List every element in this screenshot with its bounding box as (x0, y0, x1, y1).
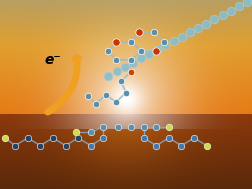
Point (172, 39, 176, 42)
Point (162, 40, 166, 43)
Point (142, 136, 146, 139)
Point (220, 13, 225, 16)
Point (76, 136, 80, 139)
Point (86, 95, 90, 98)
Point (104, 93, 108, 96)
Point (116, 125, 120, 128)
Point (137, 31, 141, 34)
Point (124, 91, 128, 94)
Point (155, 48, 159, 51)
Point (131, 61, 135, 64)
Text: e⁻: e⁻ (45, 53, 61, 67)
Point (229, 9, 233, 12)
Point (237, 5, 241, 8)
Point (167, 136, 171, 139)
Point (64, 144, 68, 147)
Point (154, 50, 158, 53)
Point (192, 136, 196, 139)
Point (119, 80, 123, 83)
Point (89, 144, 93, 147)
Point (123, 65, 127, 68)
Point (204, 22, 208, 25)
Point (139, 57, 143, 60)
Point (129, 125, 133, 128)
Point (114, 40, 118, 43)
Point (154, 144, 158, 147)
Point (101, 136, 105, 139)
Point (179, 144, 183, 147)
Point (38, 144, 42, 147)
Point (129, 70, 133, 73)
Point (139, 50, 143, 53)
Point (129, 59, 133, 62)
Point (188, 31, 192, 34)
Point (167, 125, 171, 128)
Point (101, 125, 105, 128)
Point (114, 70, 118, 73)
Point (106, 74, 110, 77)
Point (152, 31, 156, 34)
Point (114, 101, 118, 104)
Point (212, 18, 216, 21)
Point (196, 26, 200, 29)
Point (51, 136, 55, 139)
Point (205, 144, 209, 147)
Point (114, 59, 118, 62)
Point (129, 40, 133, 43)
Point (74, 131, 78, 134)
Point (245, 0, 249, 3)
Point (142, 125, 146, 128)
Point (3, 136, 7, 139)
Point (94, 102, 98, 105)
Point (26, 136, 30, 139)
Point (106, 50, 110, 53)
Point (13, 144, 17, 147)
Point (154, 125, 158, 128)
Point (180, 35, 184, 38)
Point (89, 131, 93, 134)
Point (163, 44, 167, 47)
Point (147, 52, 151, 55)
